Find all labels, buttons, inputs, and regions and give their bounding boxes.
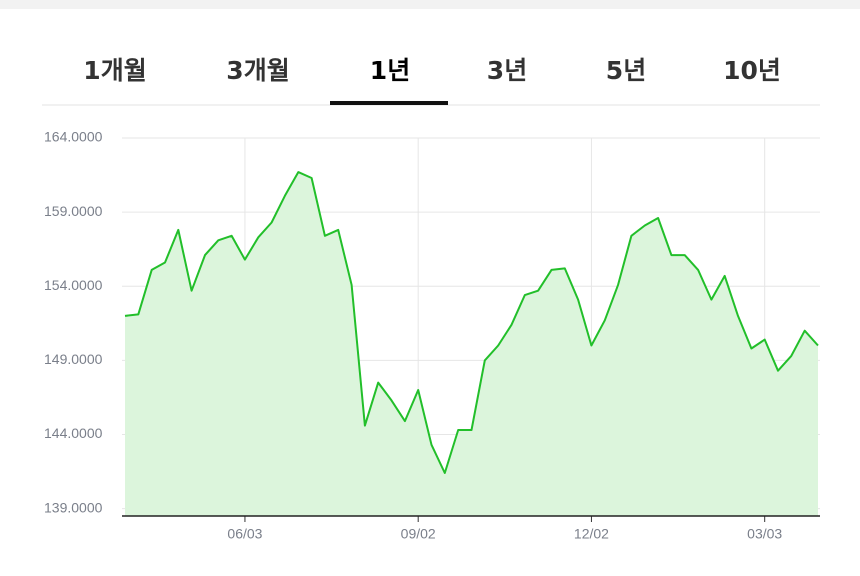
tab[interactable]: 1개월 — [83, 56, 146, 85]
tab[interactable]: 3년 — [487, 56, 527, 85]
x-tick-label: 12/02 — [574, 526, 609, 542]
y-tick-label: 154.0000 — [44, 277, 103, 293]
tab[interactable]: 10년 — [723, 56, 781, 85]
tab[interactable]: 1년 — [370, 56, 410, 85]
x-tick-label: 03/03 — [747, 526, 782, 542]
y-tick-label: 139.0000 — [44, 499, 103, 515]
tab[interactable]: 5년 — [606, 56, 646, 85]
tab-underline — [330, 101, 448, 105]
y-tick-label: 144.0000 — [44, 425, 103, 441]
x-tick-label: 06/03 — [227, 526, 262, 542]
x-tick-label: 09/02 — [401, 526, 436, 542]
line — [124, 171, 819, 474]
y-tick-label: 149.0000 — [44, 351, 103, 367]
area — [125, 172, 818, 516]
y-tick-label: 164.0000 — [44, 129, 103, 145]
tab[interactable]: 3개월 — [226, 56, 289, 85]
y-tick-label: 159.0000 — [44, 203, 103, 219]
top-strip — [0, 0, 860, 9]
